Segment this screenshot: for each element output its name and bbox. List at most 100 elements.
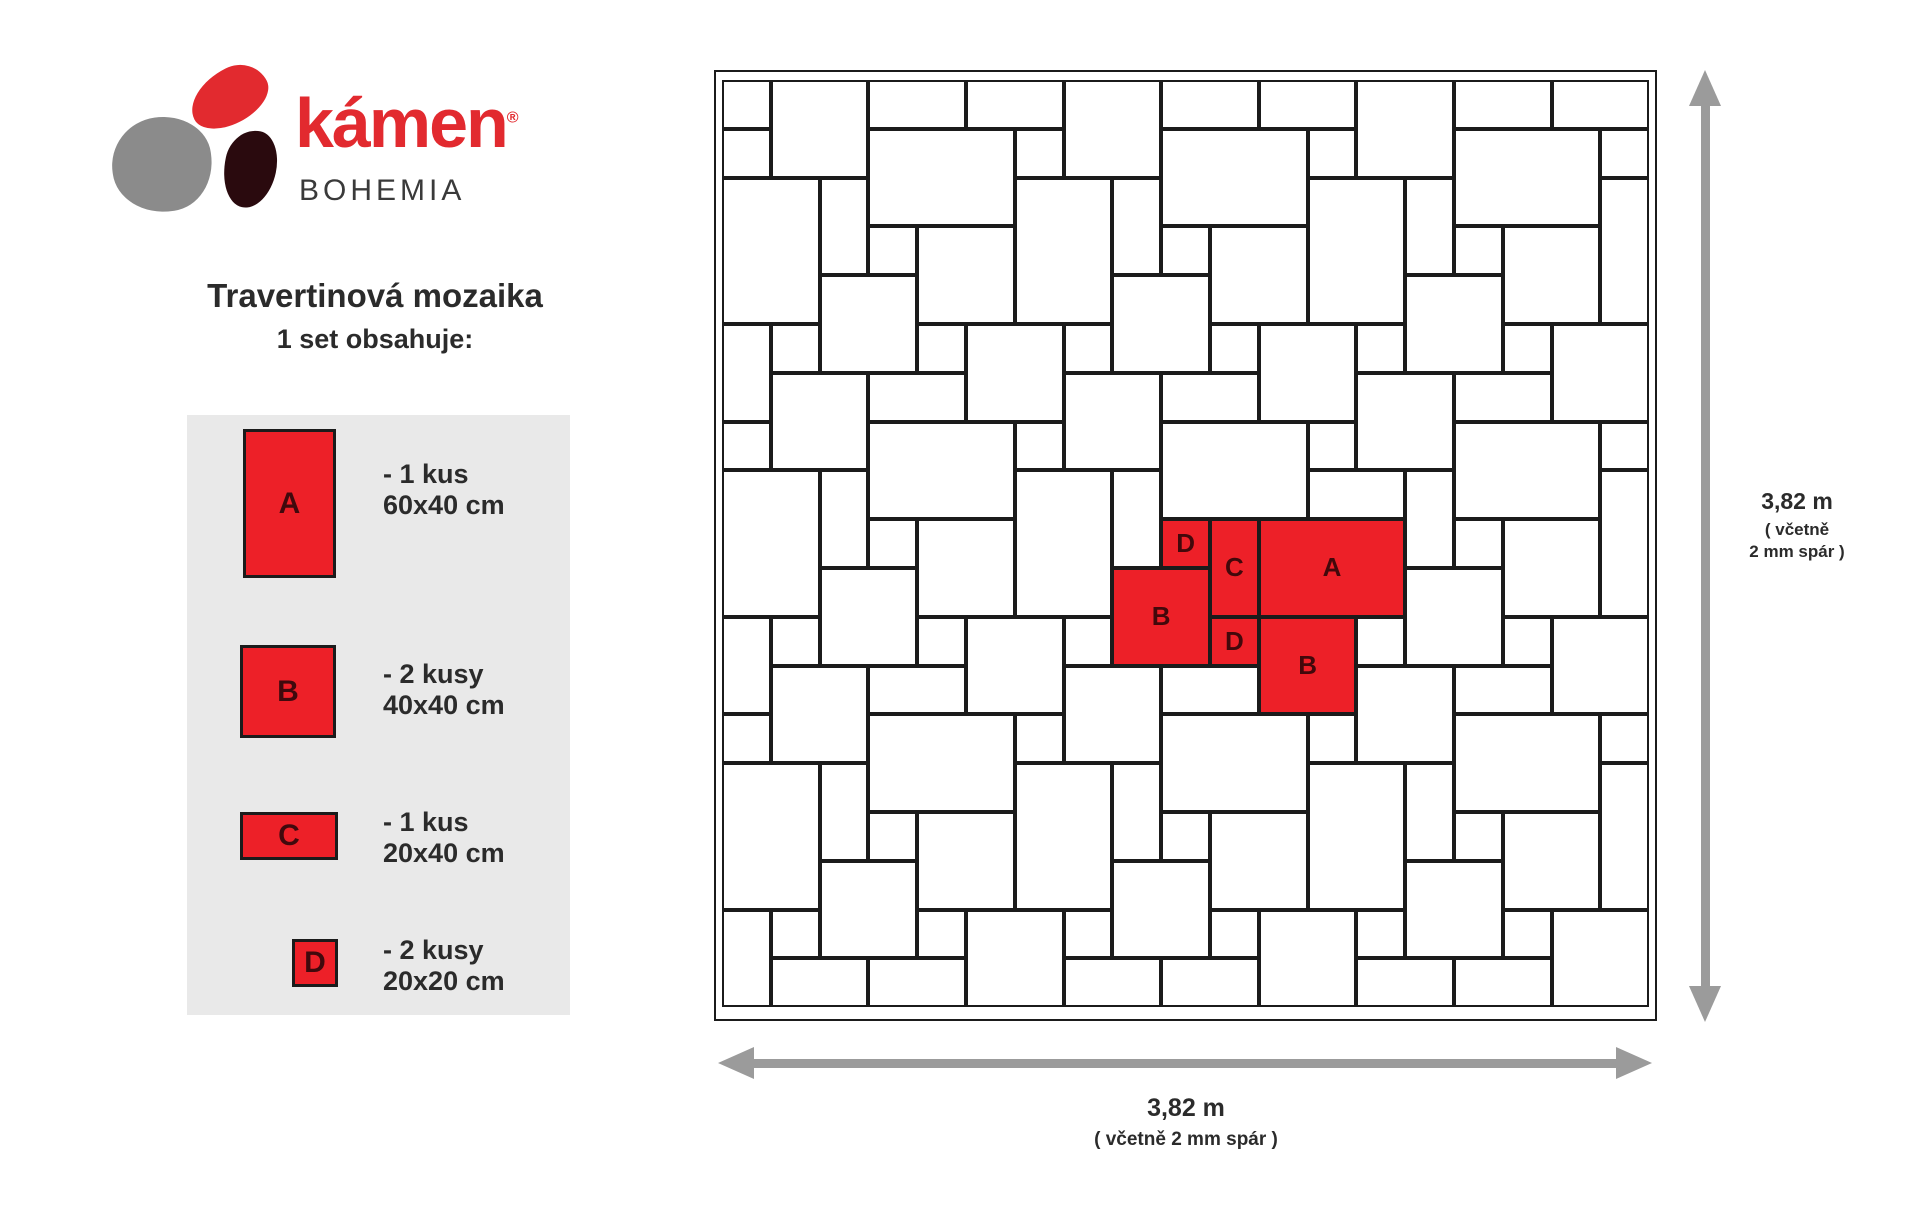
mosaic-tile <box>1454 372 1552 422</box>
mosaic-tile <box>1356 909 1406 959</box>
mosaic-tile <box>1454 665 1552 715</box>
mosaic-tile <box>1600 421 1650 471</box>
mosaic-tile-d-red: D <box>1161 519 1210 568</box>
mosaic-tile <box>1112 275 1210 373</box>
mosaic-tile <box>1258 324 1357 422</box>
mosaic-tile <box>1454 519 1503 568</box>
mosaic-tile <box>1014 177 1113 324</box>
legend-swatch-b: B <box>240 645 336 738</box>
arrow-down-icon <box>1689 986 1721 1022</box>
mosaic-tile <box>1356 324 1406 373</box>
mosaic-tile <box>1600 177 1650 324</box>
mosaic-tile <box>1454 958 1552 1008</box>
mosaic-tile <box>868 372 966 422</box>
mosaic-tile <box>1210 324 1259 373</box>
mosaic-tile <box>1356 665 1454 764</box>
mosaic-tile <box>1405 177 1454 276</box>
legend-text-b: - 2 kusy 40x40 cm <box>383 659 505 720</box>
mosaic-tile <box>1600 714 1650 764</box>
mosaic-tile <box>1210 226 1308 324</box>
mosaic-tile <box>868 421 1015 520</box>
mosaic-tile <box>1014 128 1064 178</box>
vertical-dimension-label: 3,82 m ( včetně 2 mm spár ) <box>1749 488 1845 561</box>
mosaic-tile <box>1014 714 1064 764</box>
title-block: Travertinová mozaika 1 set obsahuje: <box>155 276 595 355</box>
mosaic-tile <box>1502 324 1552 373</box>
mosaic-tile <box>770 324 820 373</box>
mosaic-tile <box>868 665 966 715</box>
mosaic-tile-d-red: D <box>1210 616 1259 666</box>
mosaic-tile <box>770 665 869 764</box>
mosaic-tile <box>868 812 918 861</box>
mosaic-tile <box>917 324 966 373</box>
mosaic-tile <box>1600 763 1650 910</box>
brand-subtitle: BOHEMIA <box>299 174 466 207</box>
mosaic-tile <box>1258 909 1357 1008</box>
mosaic-tile <box>1551 616 1650 715</box>
mosaic-tile <box>1112 177 1162 276</box>
mosaic-tile <box>1307 177 1406 324</box>
mosaic-tile <box>1454 80 1552 129</box>
mosaic-tile <box>868 714 1015 812</box>
brand-name: kámen® <box>295 84 519 162</box>
mosaic-tile <box>1063 324 1113 373</box>
mosaic-tile <box>868 128 1015 227</box>
arrow-right-icon <box>1616 1047 1652 1079</box>
mosaic-tile <box>1356 372 1454 471</box>
mosaic-tile <box>1600 470 1650 617</box>
mosaic-tile <box>770 616 820 666</box>
mosaic-tile <box>1551 909 1650 1008</box>
mosaic-tile <box>1502 226 1601 324</box>
horizontal-dimension-arrow <box>718 1046 1652 1080</box>
mosaic-tile <box>1405 470 1454 568</box>
mosaic-tile <box>722 616 771 715</box>
mosaic-tile <box>868 519 918 568</box>
legend-swatch-a: A <box>243 429 336 578</box>
mosaic-tile <box>770 958 869 1008</box>
mosaic-tile <box>1014 763 1113 910</box>
mosaic-tile <box>1161 958 1259 1008</box>
mosaic-tile <box>819 860 918 959</box>
mosaic-tile <box>1405 275 1503 373</box>
mosaic-tile <box>917 909 966 959</box>
mosaic-tile <box>966 616 1064 715</box>
mosaic-tile <box>1014 421 1064 471</box>
legend-text-c: - 1 kus 20x40 cm <box>383 807 505 868</box>
legend-box: A - 1 kus 60x40 cm B - 2 kusy 40x40 cm C -… <box>187 415 570 1015</box>
mosaic-tile <box>770 372 869 471</box>
mosaic-tile <box>1356 616 1406 666</box>
mosaic-tile <box>1551 80 1650 129</box>
mosaic-tile <box>722 80 771 129</box>
mosaic-tile <box>1356 958 1454 1008</box>
legend-text-d: - 2 kusy 20x20 cm <box>383 935 505 996</box>
mosaic-tile <box>868 958 966 1008</box>
vertical-dimension-arrow <box>1688 70 1722 1022</box>
mosaic-tile <box>819 763 869 861</box>
mosaic-tile <box>1307 128 1357 178</box>
mosaic-tile <box>1210 812 1308 910</box>
mosaic-tile <box>1551 324 1650 422</box>
mosaic-tile <box>1600 128 1650 178</box>
mosaic-tile <box>1063 665 1162 764</box>
mosaic-tile <box>1161 128 1308 227</box>
mosaic-tile <box>770 909 820 959</box>
mosaic-tile <box>917 519 1015 617</box>
mosaic-tile <box>1112 470 1162 568</box>
mosaic-tile <box>1161 372 1259 422</box>
mosaic-tile <box>1161 80 1259 129</box>
tile-label: C <box>1225 552 1244 583</box>
mosaic-tile <box>770 80 869 178</box>
mosaic-tile <box>1454 226 1503 276</box>
mosaic-tile <box>868 226 918 276</box>
mosaic-tile <box>1258 80 1357 129</box>
tile-label: A <box>1322 552 1342 583</box>
mosaic-outer-frame <box>714 70 1657 1021</box>
mosaic-tile <box>722 324 771 422</box>
mosaic-tile <box>1307 714 1357 764</box>
legend-text-a: - 1 kus 60x40 cm <box>383 459 505 520</box>
mosaic-tile <box>1454 128 1601 227</box>
mosaic-tile <box>1161 226 1210 276</box>
registered-mark: ® <box>506 109 519 127</box>
mosaic-tile <box>966 324 1064 422</box>
